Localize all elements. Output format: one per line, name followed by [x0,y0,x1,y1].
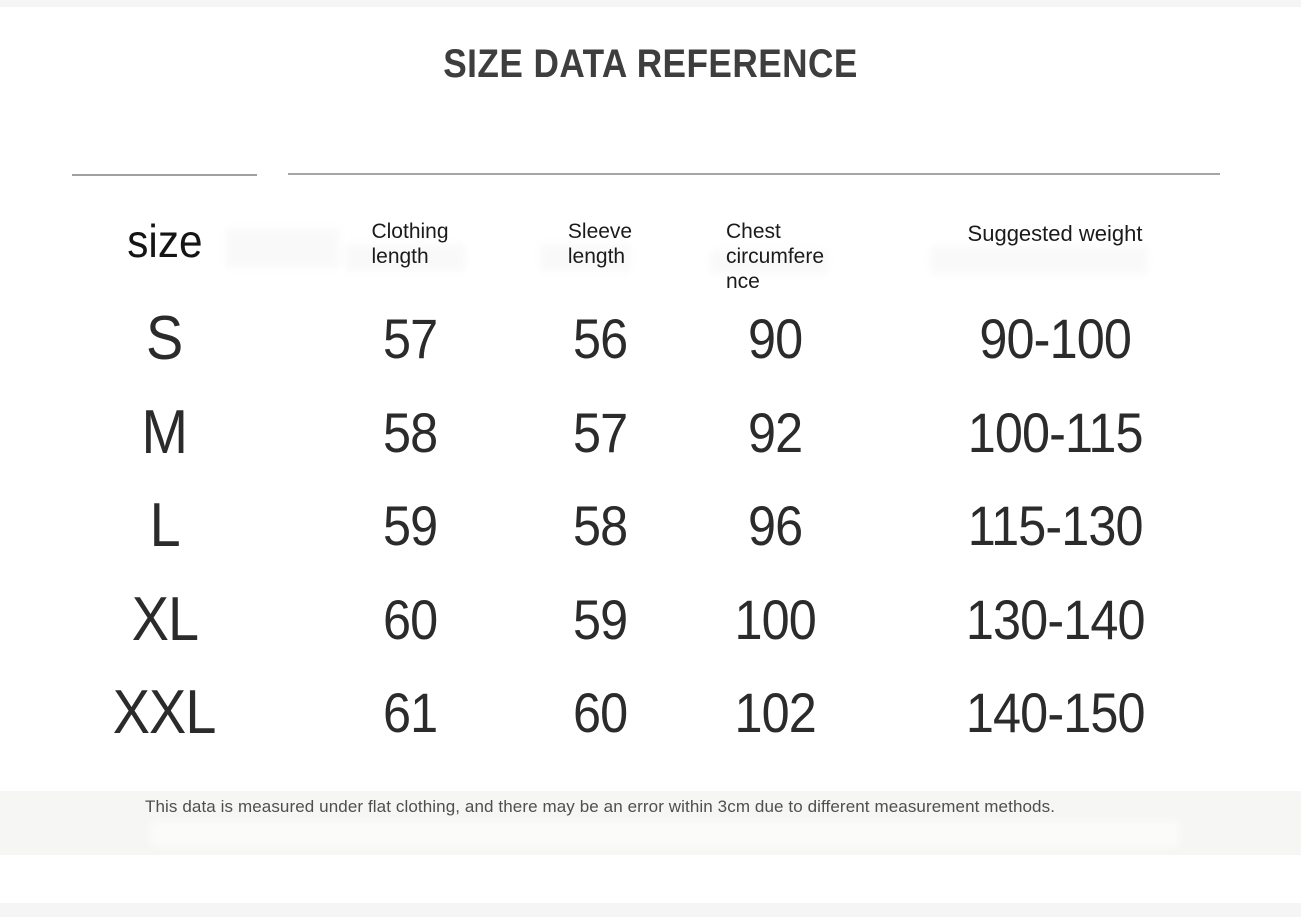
table-cell-sleeve-length: 59 [572,587,628,651]
data-columns-rule [288,173,1220,175]
bottom-divider-band [0,903,1301,917]
table-cell-chest: 102 [734,681,816,745]
table-cell-weight: 90-100 [979,307,1131,371]
table-cell-weight: 100-115 [967,400,1144,464]
table-row-size-label: L [149,491,180,561]
page-title: SIZE DATA REFERENCE [443,42,858,86]
column-header-chest-circumference: Chest circumfere nce [725,220,825,294]
table-cell-chest: 90 [747,307,803,371]
column-header-sleeve-length: Sleeve length [567,220,633,269]
artifact-smudge [930,246,1148,274]
table-cell-weight: 115-130 [967,494,1144,558]
measurement-note-band: This data is measured under flat clothin… [0,791,1301,855]
size-header-label: size [126,214,203,267]
measurement-note: This data is measured under flat clothin… [145,797,1056,816]
table-cell-clothing-length: 59 [382,494,438,558]
table-cell-sleeve-length: 57 [572,400,628,464]
column-header-suggested-weight: Suggested weight [967,221,1143,246]
table-cell-sleeve-length: 60 [572,681,628,745]
table-cell-clothing-length: 58 [382,400,438,464]
table-cell-chest: 100 [734,587,816,651]
title-wrap: SIZE DATA REFERENCE [0,42,1301,87]
column-header-size: size [72,195,288,292]
artifact-smudge [345,244,465,272]
artifact-smudge [150,820,1180,848]
table-cell-sleeve-length: 56 [572,307,628,371]
table-cell-clothing-length: 57 [382,307,438,371]
artifact-smudge [710,250,828,274]
top-divider-band [0,0,1301,7]
table-row-size-label: S [146,304,183,374]
table-row-size-label: XL [131,584,198,654]
artifact-smudge [540,244,630,272]
table-cell-sleeve-length: 58 [572,494,628,558]
column-header-clothing-length: Clothing length [371,220,449,269]
table-cell-chest: 92 [747,400,803,464]
table-cell-weight: 140-150 [965,681,1146,745]
table-cell-clothing-length: 60 [382,587,438,651]
table-row-size-label: XXL [113,678,217,748]
size-table: size Clothing length Sleeve length Chest… [72,195,1228,760]
size-column-rule [72,174,257,176]
table-cell-clothing-length: 61 [382,681,438,745]
table-row-size-label: M [141,397,188,467]
artifact-smudge [225,228,340,268]
table-cell-chest: 96 [747,494,803,558]
table-cell-weight: 130-140 [965,587,1146,651]
